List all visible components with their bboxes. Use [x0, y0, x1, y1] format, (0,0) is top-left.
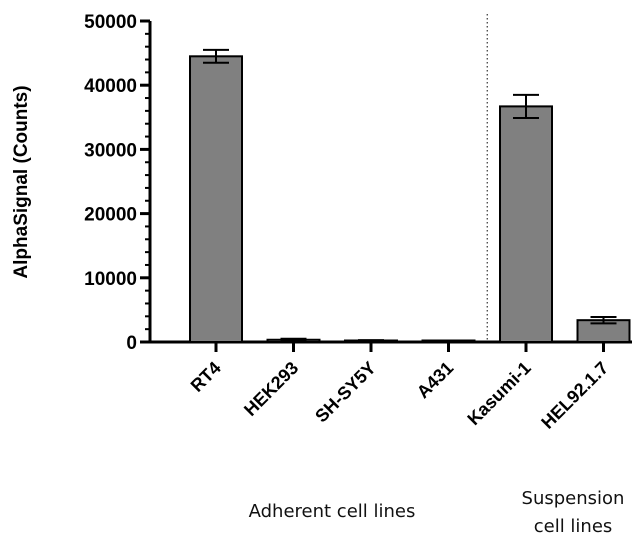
- y-tick-label: 10000: [84, 269, 137, 290]
- error-bar: [590, 315, 617, 325]
- x-axis: RT4 HEK293 SH-SY5Y A431 Kasumi-1 HEL92.1.7: [148, 340, 632, 433]
- y-axis: 0 10000 20000 30000 40000 50000: [84, 12, 152, 354]
- x-tick-label: Kasumi-1: [463, 358, 534, 429]
- y-tick-label: 50000: [84, 12, 137, 33]
- group-label-adherent: Adherent cell lines: [249, 501, 416, 522]
- y-tick-label: 0: [126, 333, 137, 354]
- bars: [189, 55, 631, 344]
- bar: [499, 105, 553, 343]
- y-tick-label: 20000: [84, 205, 137, 226]
- y-tick-label: 30000: [84, 140, 137, 161]
- error-bar: [203, 48, 229, 64]
- error-bar: [513, 93, 539, 119]
- group-label-line: Suspension: [522, 488, 625, 509]
- error-bar: [358, 339, 384, 343]
- group-label-suspension: Suspension cell lines: [522, 488, 625, 537]
- x-tick-label: RT4: [187, 358, 225, 396]
- x-tick-label: A431: [413, 358, 458, 403]
- error-bars: [203, 48, 617, 343]
- y-axis-title: AlphaSignal (Counts): [11, 85, 32, 278]
- y-tick-label: 40000: [84, 76, 137, 97]
- x-tick-label: HEK293: [240, 358, 302, 420]
- group-label-line: cell lines: [534, 516, 613, 537]
- x-tick-label: SH-SY5Y: [311, 358, 380, 427]
- group-labels: Adherent cell lines Suspension cell lines: [249, 488, 625, 537]
- x-tick-label: HEL92.1.7: [537, 358, 612, 433]
- bar: [189, 55, 243, 344]
- error-bar: [280, 337, 307, 342]
